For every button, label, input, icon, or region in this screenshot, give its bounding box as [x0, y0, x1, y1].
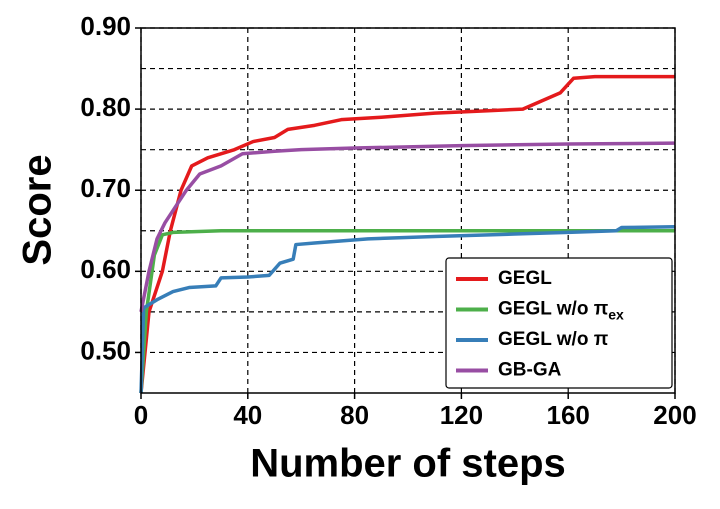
- plot-frame: [140, 27, 676, 394]
- legend-name: GEGL w/o π: [498, 299, 609, 320]
- x-tick-label: 120: [440, 400, 483, 430]
- series-line: [139, 74, 675, 394]
- legend-label: GEGL w/o πex: [498, 299, 624, 323]
- legend-label: GEGL w/o π: [498, 329, 609, 350]
- y-tick-label: 0.80: [80, 92, 131, 122]
- x-axis-label: Number of steps: [250, 442, 566, 486]
- x-tick-label: 0: [134, 400, 148, 430]
- legend-box: [445, 257, 673, 389]
- legend-name: GEGL: [498, 268, 552, 289]
- x-tick-label: 160: [547, 400, 590, 430]
- y-tick-label: 0.50: [80, 335, 131, 365]
- y-tick-label: 0.60: [80, 254, 131, 284]
- y-tick-label: 0.90: [80, 11, 131, 41]
- y-axis-label: Score: [16, 154, 60, 265]
- legend-label: GEGL: [498, 268, 552, 289]
- series-line: [139, 141, 676, 313]
- series-line: [139, 229, 675, 394]
- x-tick-label: 40: [233, 400, 262, 430]
- x-tick-label: 200: [653, 400, 696, 430]
- legend-name: GEGL w/o π: [498, 329, 609, 350]
- series-line: [139, 224, 676, 394]
- y-tick-label: 0.70: [80, 173, 131, 203]
- legend-label: GB-GA: [498, 360, 562, 381]
- x-tick-label: 80: [340, 400, 369, 430]
- legend-name: GB-GA: [498, 360, 562, 381]
- legend-subscript: ex: [608, 306, 624, 322]
